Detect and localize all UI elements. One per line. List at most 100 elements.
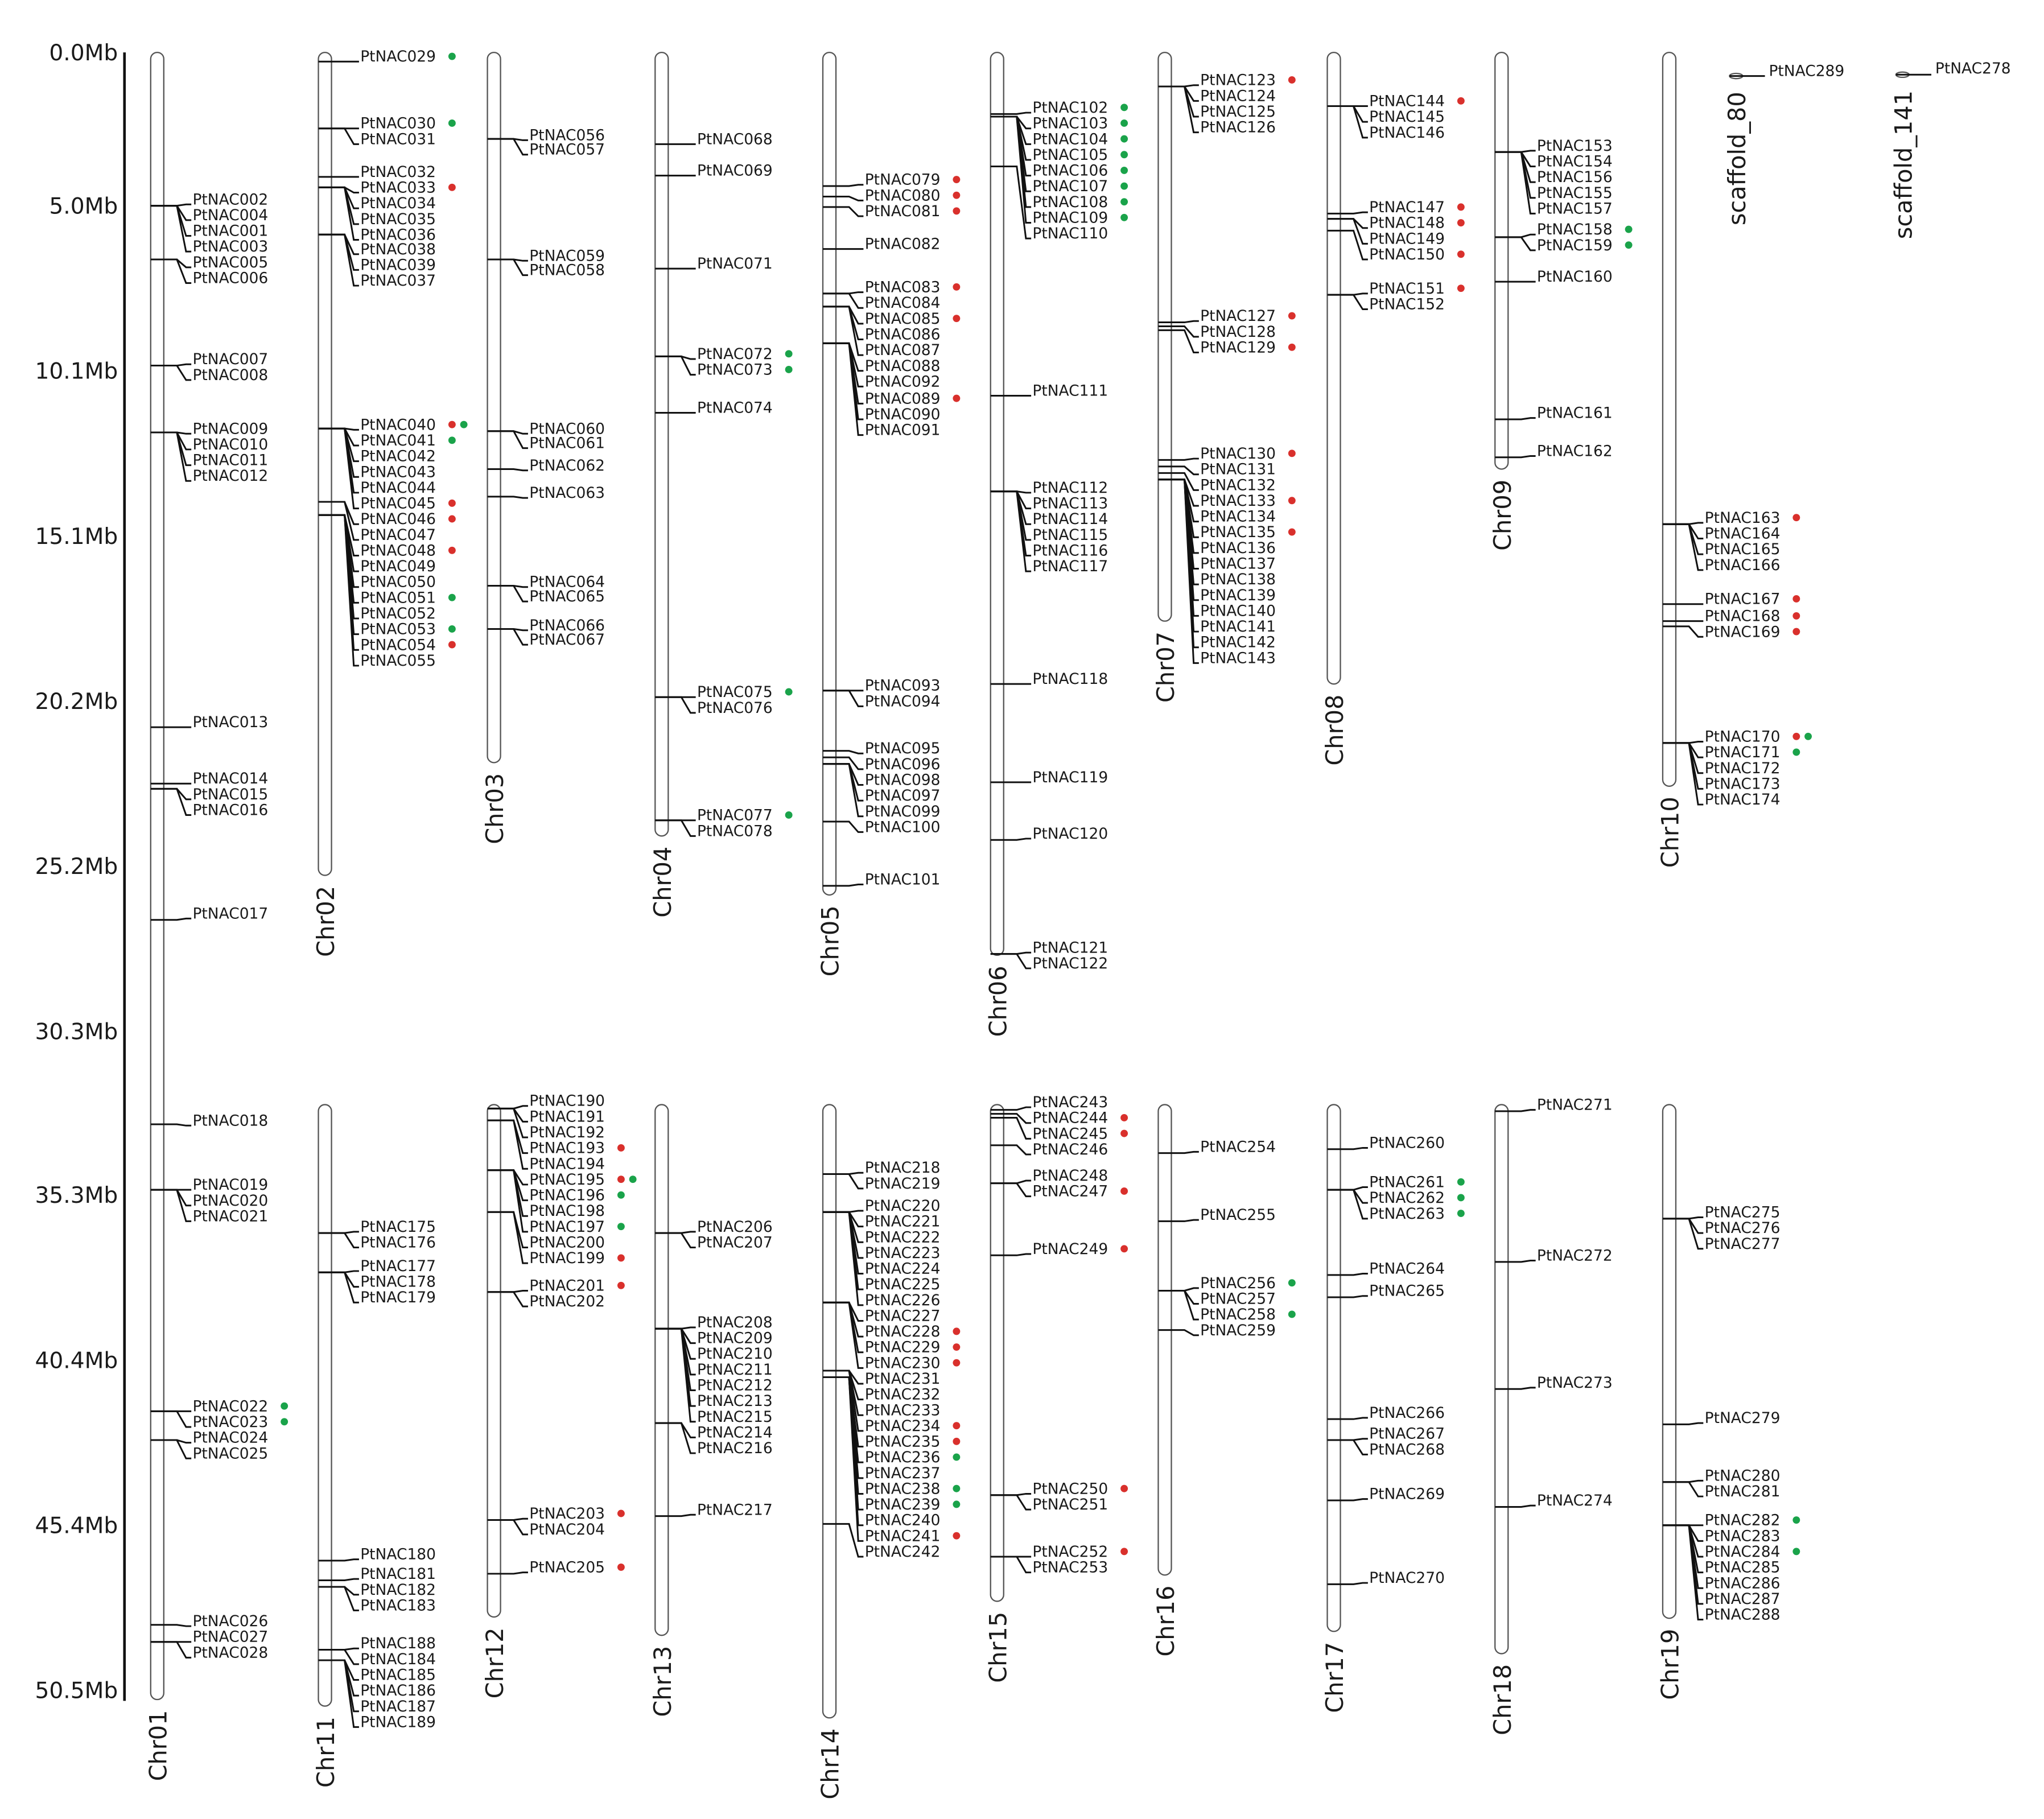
gene-marker: PtNAC064 [487, 574, 605, 591]
gene-marker: PtNAC222 [823, 1211, 940, 1246]
gene-label: PtNAC126 [1200, 119, 1276, 137]
gene-label: PtNAC079 [865, 171, 941, 189]
scaffold-scaffold-80: PtNAC289 scaffold_80 [1724, 63, 1844, 226]
gene-connector [150, 365, 192, 381]
green-dot-icon [785, 811, 793, 819]
gene-label: PtNAC235 [865, 1433, 941, 1451]
gene-label: PtNAC226 [865, 1292, 941, 1309]
gene-label: PtNAC238 [865, 1480, 941, 1498]
green-dot-icon [448, 436, 456, 444]
gene-label: PtNAC204 [529, 1521, 605, 1538]
gene-connector [990, 1116, 1032, 1140]
gene-connector [318, 514, 359, 667]
gene-label: PtNAC021 [192, 1207, 268, 1225]
gene-label: PtNAC010 [192, 436, 268, 453]
gene-connector [1327, 1146, 1368, 1150]
gene-marker: PtNAC169 [1662, 623, 1800, 641]
gene-marker: PtNAC261 [1327, 1174, 1465, 1191]
gene-label: PtNAC055 [360, 652, 436, 670]
gene-marker: PtNAC023 [150, 1410, 289, 1431]
gene-marker: PtNAC209 [655, 1327, 773, 1347]
gene-label: PtNAC083 [865, 279, 941, 296]
gene-label: PtNAC144 [1369, 93, 1445, 110]
gene-marker: PtNAC223 [823, 1211, 940, 1262]
gene-label: PtNAC145 [1369, 108, 1445, 126]
red-dot-icon [953, 207, 961, 215]
chromosome-label: Chr07 [1152, 632, 1180, 703]
gene-label: PtNAC215 [697, 1408, 773, 1426]
red-dot-icon [953, 1532, 961, 1540]
gene-connector [487, 1107, 528, 1139]
gene-label: PtNAC096 [865, 756, 941, 773]
gene-connector [318, 1586, 359, 1611]
chromosome-bar [822, 51, 837, 896]
gene-connector [150, 1123, 192, 1127]
gene-marker: PtNAC083 [823, 279, 961, 296]
gene-connector [1158, 1329, 1199, 1337]
gene-label: PtNAC278 [1935, 60, 2011, 77]
gene-marker: PtNAC073 [655, 355, 793, 379]
scaffold-label: scaffold_141 [1890, 90, 1917, 239]
gene-marker: PtNAC263 [1327, 1189, 1465, 1223]
red-dot-icon [953, 1343, 961, 1351]
gene-connector [487, 138, 528, 156]
axis-tick-label: 40.4Mb [35, 1348, 118, 1373]
red-dot-icon [1792, 514, 1800, 522]
gene-label: PtNAC211 [697, 1361, 773, 1379]
gene-connector [487, 1211, 528, 1264]
gene-label: PtNAC129 [1200, 339, 1276, 357]
red-dot-icon [617, 1509, 625, 1517]
gene-marker: PtNAC095 [823, 740, 940, 757]
chromosome-bar [1157, 51, 1172, 622]
gene-connector [1662, 1481, 1704, 1498]
gene-connector [150, 1641, 192, 1659]
gene-marker: PtNAC084 [823, 292, 940, 312]
gene-label: PtNAC128 [1200, 323, 1276, 341]
gene-connector [1495, 455, 1536, 459]
chromosome-chr11: Chr11PtNAC175PtNAC176PtNAC177PtNAC178PtN… [312, 1104, 436, 1788]
gene-connector [1327, 1273, 1368, 1276]
gene-label: PtNAC130 [1200, 445, 1276, 463]
gene-label: PtNAC217 [697, 1501, 773, 1519]
red-dot-icon [1288, 449, 1296, 457]
gene-marker: PtNAC047 [318, 501, 436, 544]
gene-connector [1327, 218, 1368, 245]
gene-marker: PtNAC035 [318, 186, 436, 228]
gene-label: PtNAC102 [1032, 99, 1108, 117]
gene-marker: PtNAC265 [1327, 1282, 1445, 1300]
green-dot-icon [953, 1500, 961, 1508]
red-dot-icon [953, 1437, 961, 1445]
gene-label: PtNAC201 [529, 1277, 605, 1294]
gene-label: PtNAC187 [360, 1698, 436, 1715]
gene-marker: PtNAC214 [655, 1422, 773, 1441]
gene-label: PtNAC152 [1369, 296, 1445, 314]
gene-connector [318, 1271, 359, 1304]
gene-marker: PtNAC253 [990, 1556, 1108, 1577]
gene-marker: PtNAC262 [1327, 1189, 1465, 1207]
gene-label: PtNAC025 [192, 1445, 268, 1462]
gene-label: PtNAC248 [1032, 1167, 1108, 1185]
gene-marker: PtNAC117 [990, 490, 1108, 575]
chromosome-label: Chr12 [481, 1627, 509, 1698]
gene-label: PtNAC057 [529, 141, 605, 159]
gene-label: PtNAC221 [865, 1213, 941, 1231]
gene-label: PtNAC195 [529, 1171, 605, 1189]
gene-label: PtNAC098 [865, 772, 941, 789]
gene-label: PtNAC125 [1200, 103, 1276, 121]
gene-label: PtNAC074 [697, 399, 773, 416]
gene-marker: PtNAC255 [1158, 1206, 1276, 1224]
gene-label: PtNAC172 [1705, 760, 1781, 777]
gene-marker: PtNAC207 [655, 1232, 773, 1251]
gene-label: PtNAC192 [529, 1124, 605, 1141]
gene-marker: PtNAC159 [1495, 236, 1633, 254]
gene-connector [1158, 1289, 1199, 1321]
gene-marker: PtNAC056 [487, 126, 605, 144]
gene-marker: PtNAC109 [990, 116, 1128, 227]
gene-marker: PtNAC036 [318, 186, 436, 244]
gene-label: PtNAC199 [529, 1249, 605, 1267]
chromosome-label: Chr18 [1489, 1664, 1516, 1735]
gene-label: PtNAC110 [1032, 225, 1108, 242]
gene-label: PtNAC258 [1200, 1306, 1276, 1323]
gene-label: PtNAC271 [1537, 1096, 1613, 1114]
